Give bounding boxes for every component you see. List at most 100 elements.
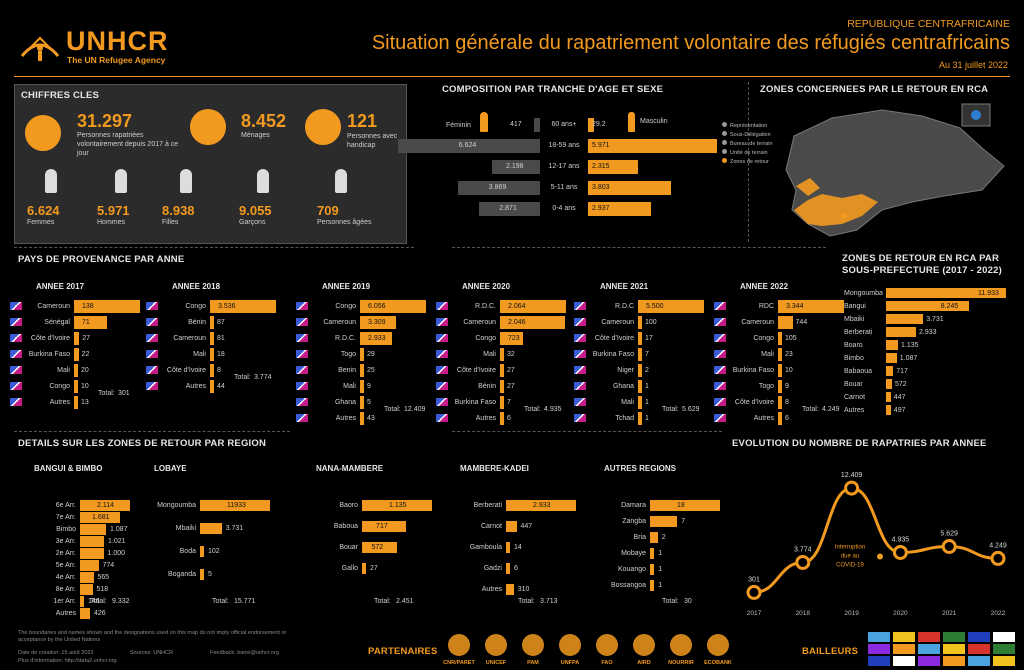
prefecture-value: 8.245 [940,303,959,310]
prefecture-value: 717 [896,368,908,375]
flag-icon [296,366,308,374]
country-label: Cameroun [741,319,774,326]
donor-flag-icon [993,644,1015,654]
female-icon [480,112,488,132]
total-value: 12.409 [404,406,426,413]
prefecture-bar [886,340,898,350]
partners-title: PARTENAIRES [368,646,438,657]
zone-label: Autres [55,610,76,617]
zone-value: 1.000 [107,550,126,557]
country-label: Côte d'Ivoire [456,367,496,374]
zone-bar [200,500,270,511]
zone-value: 27 [370,565,378,572]
data-label: 4.249 [989,542,1007,549]
zone-value: 11933 [227,502,246,509]
zone-bar [650,532,658,543]
country-label: Togo [758,383,774,390]
country-bar [638,348,642,361]
prefecture-bar [886,366,894,376]
handicap-value: 121 [347,111,378,131]
year-title: ANNEE 2019 [322,282,371,291]
zone-label: Kouango [617,566,646,573]
country-bar [360,412,364,425]
zone-value: 14 [514,544,522,551]
info-link[interactable]: Plus d'information: http://data2.unhcr.o… [18,658,117,664]
total-value: 15.771 [234,598,256,605]
donor-flag-icon [968,644,990,654]
zone-label: Bimbo [56,526,76,533]
zone-value: 1.681 [92,514,110,521]
prefecture-label: Mbaiki [844,316,865,323]
country-label: Burkina Faso [592,351,634,358]
country-label: Autres [335,415,356,422]
legend-marker-icon [722,140,727,145]
country-bar [638,380,642,393]
country-label: Côte d'Ivoire [594,335,634,342]
repatries-value: 31.297 [77,111,133,131]
breakdown-label: Femmes [27,219,55,226]
age-label: 12-17 ans [548,163,580,170]
donor-flag-icon [918,656,940,666]
key-figures-panel: CHIFFRES CLES 31.297 Personnes rapatriée… [14,84,407,244]
country-label: Côte d'Ivoire [166,367,206,374]
country-label: R.D.C. [475,303,496,310]
partner-name: FAO [601,660,613,666]
partner-name: CNR/PARET [443,660,475,666]
age-label: 0-4 ans [552,205,576,212]
breakdown-value: 5.971 [97,203,130,218]
zone-label: Boganda [167,571,196,578]
donors-title: BAILLEURS [802,646,859,657]
tick-label: 2019 [844,610,859,617]
flag-icon [436,302,448,310]
total-value: 4.249 [822,406,840,413]
country-label: Cameroun [323,319,356,326]
zone-bar [362,542,397,553]
prefecture-bar [886,314,924,324]
flag-icon [296,382,308,390]
year-title: ANNEE 2017 [36,282,85,291]
country-bar [74,300,140,313]
legend-label: Unité de terrain [730,150,768,156]
flag-icon [574,334,586,342]
zone-label: Bria [633,534,646,541]
prefecture-value: 1.087 [899,355,918,362]
flag-icon [10,350,22,358]
covid-annotation: Interruption [835,544,865,550]
total-value: 301 [118,390,130,397]
person-icon [335,169,347,193]
zone-bar [80,512,120,523]
zone-bar [80,596,84,607]
country-value: 3.309 [368,319,386,326]
flag-icon [574,350,586,358]
country-bar [360,316,397,329]
donor-flag-icon [893,644,915,654]
prefecture-bar [886,353,897,363]
country-bar [500,396,504,409]
region-title: NANA-MAMBERE [316,464,384,473]
breakdown-value: 6.624 [27,203,60,218]
flag-icon [146,366,158,374]
country-bar [638,396,642,409]
country-value: 1 [645,383,649,390]
total-label: Total: [802,406,819,413]
country-bar [74,332,80,345]
donor-flag-icon [943,632,965,642]
country-value: 1 [645,399,649,406]
male-bar [588,160,638,174]
legend-item: Sous-Délégation [722,123,771,141]
tick-label: 2017 [747,610,762,617]
country-bar [210,380,214,393]
creation-date: Date de création: 15 août 2022 [18,650,94,656]
donors-flags [868,632,1018,668]
zone-label: Mbaiki [175,525,196,532]
country-bar [360,300,426,313]
tick-label: 2018 [796,610,811,617]
female-value: 2.198 [506,163,524,170]
zone-label: Gamboula [469,544,502,551]
flag-icon [10,366,22,374]
zone-bar [362,521,407,532]
country-bar [74,316,107,329]
legend-item: Bureau de terrain [722,132,773,150]
country-value: 13 [81,399,89,406]
flag-icon [146,318,158,326]
